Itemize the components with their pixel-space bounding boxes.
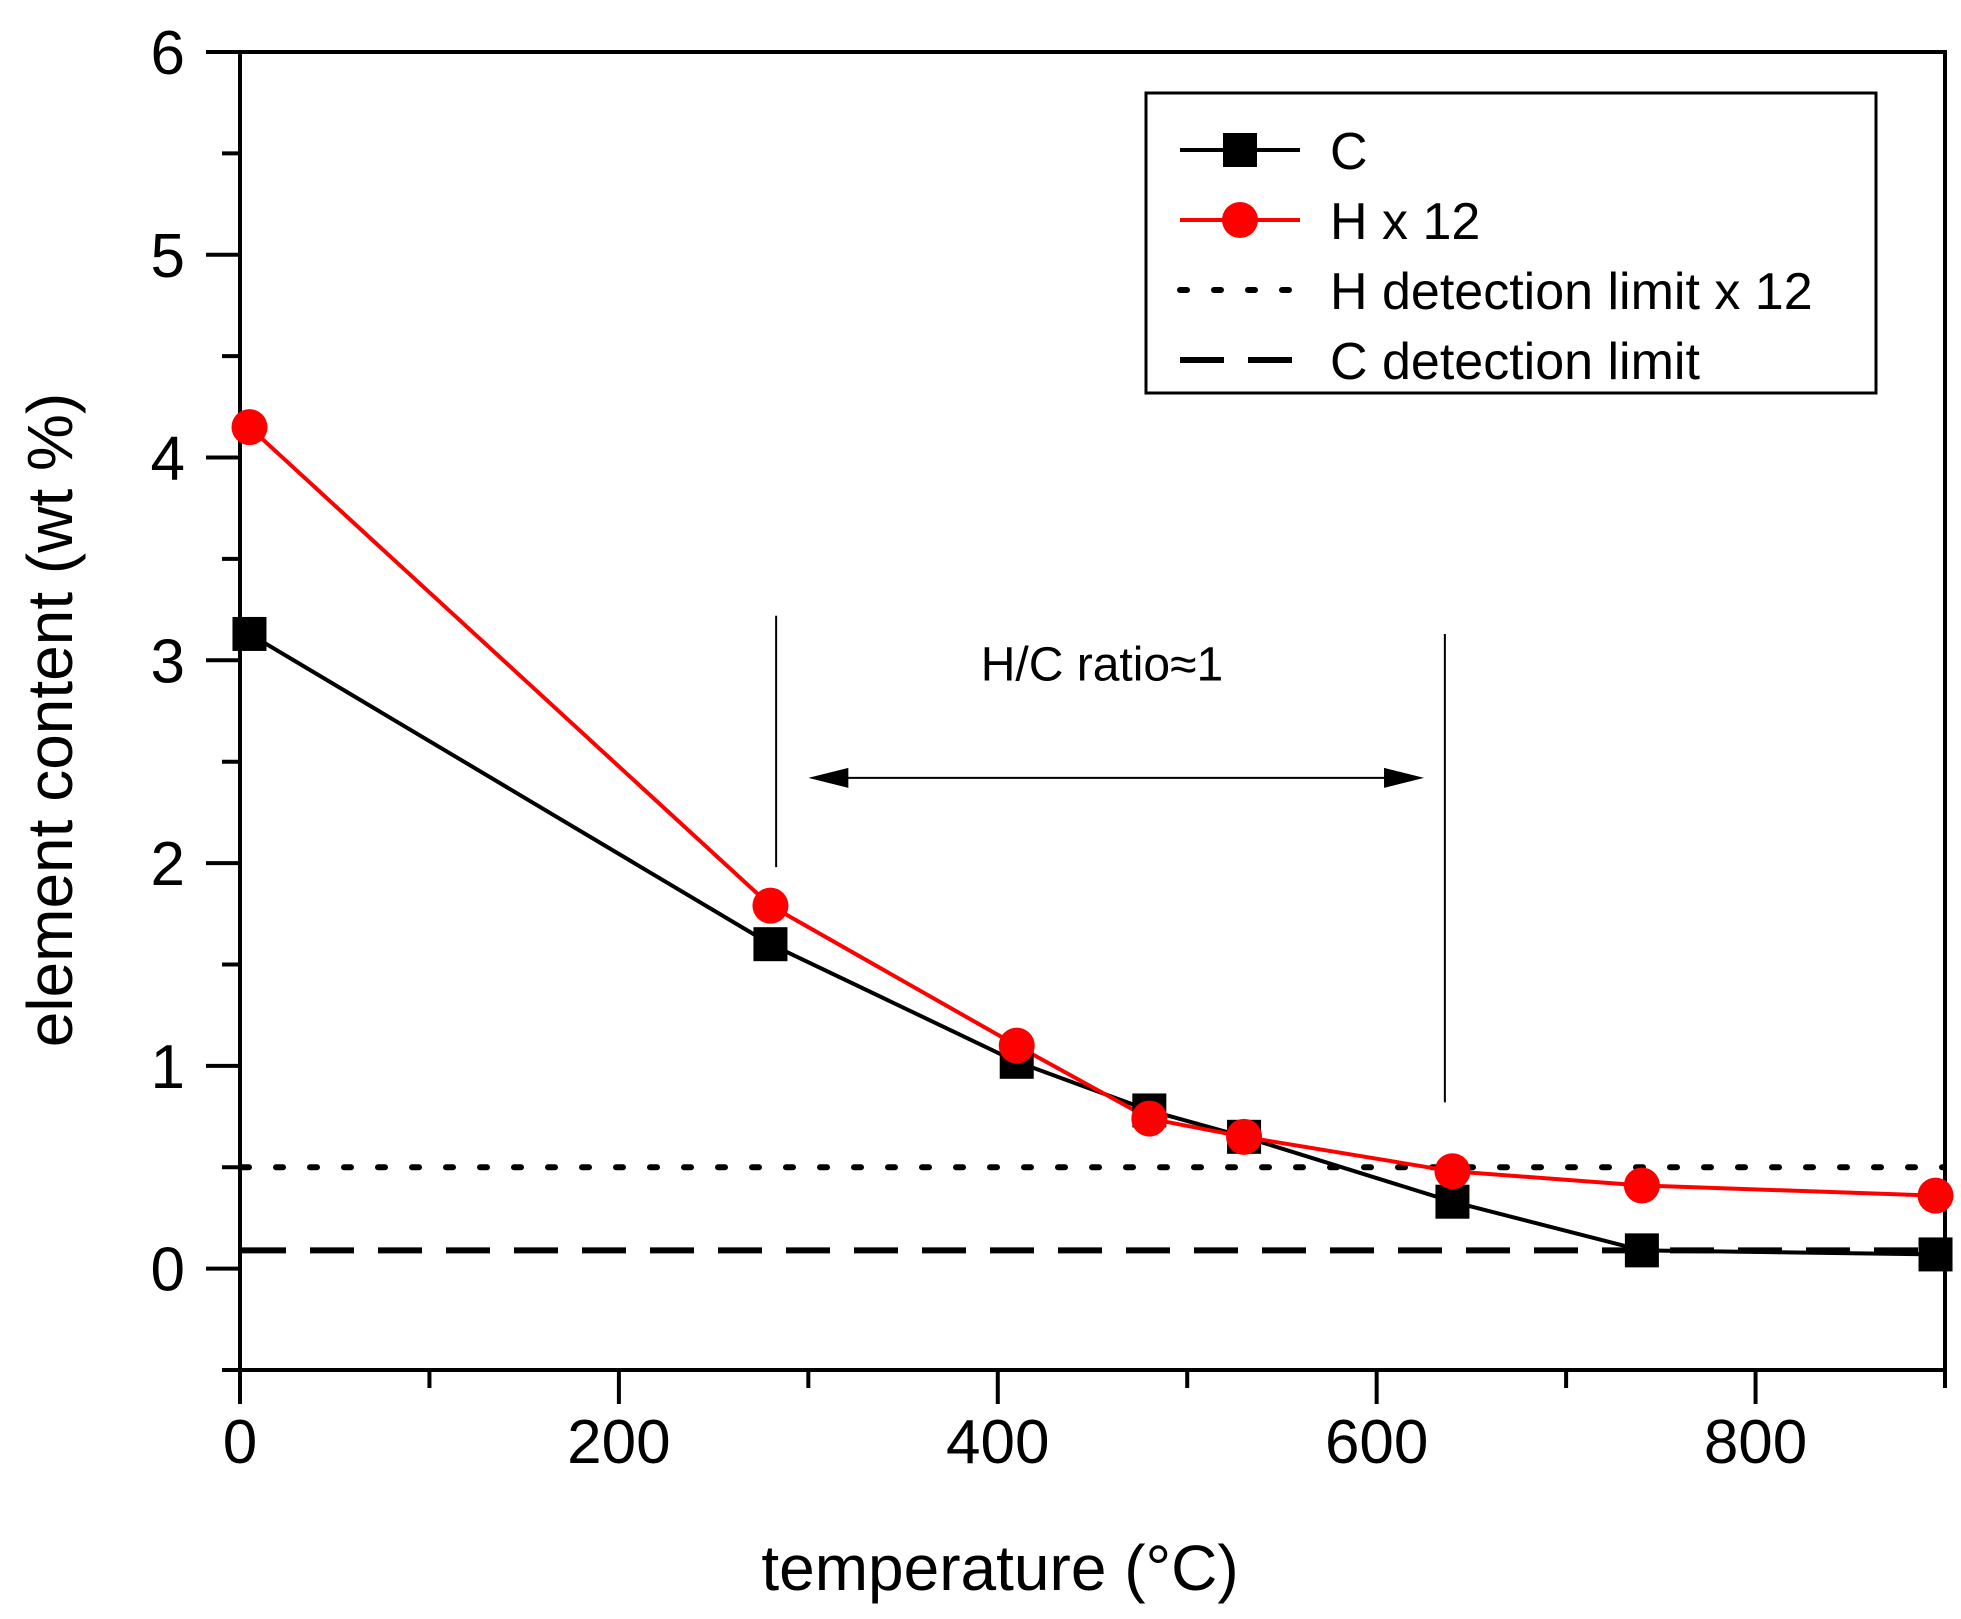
plot-area — [238, 50, 1947, 1372]
x-tick-label-800: 800 — [1704, 1408, 1807, 1477]
axis-ticks — [206, 50, 1947, 1404]
series-0-point-5 — [1435, 1184, 1470, 1219]
legend-label-h: H x 12 — [1330, 193, 1480, 251]
annotation-label: H/C ratio≈1 — [981, 639, 1223, 692]
legend-label-c: C — [1330, 123, 1368, 181]
y-tick-label-0: 0 — [151, 1236, 185, 1305]
series-0-point-1 — [753, 927, 788, 962]
annotation-arrow-head-right — [1384, 767, 1425, 788]
series-line-0 — [248, 632, 1936, 1257]
series-1-point-1 — [752, 887, 789, 924]
legend: C H x 12 H detection limit x 12 C detect… — [1144, 91, 1878, 395]
series-0-point-0 — [232, 616, 267, 651]
y-tick-label-5: 5 — [151, 222, 185, 291]
series-line-1 — [248, 425, 1936, 1198]
y-tick-label-6: 6 — [151, 19, 185, 88]
series-0-point-6 — [1624, 1233, 1659, 1268]
y-tick-label-3: 3 — [151, 627, 185, 696]
series-1-point-2 — [998, 1027, 1035, 1064]
reference-lines — [239, 1164, 1946, 1254]
series-1-point-5 — [1434, 1153, 1471, 1190]
x-tick-label-0: 0 — [223, 1408, 257, 1477]
series-1-point-7 — [1917, 1177, 1954, 1214]
annotation-arrow-head-left — [808, 767, 849, 788]
legend-keys — [1177, 133, 1303, 363]
x-axis-title: temperature (°C) — [761, 1532, 1238, 1604]
x-tick-label-200: 200 — [567, 1408, 670, 1477]
legend-label-c-detection: C detection limit — [1330, 333, 1700, 391]
y-tick-label-1: 1 — [151, 1033, 185, 1102]
tick-labels: 0 1 2 3 4 5 6 0 200 400 600 800 — [151, 19, 1808, 1477]
annotation-lines — [775, 615, 1446, 1103]
y-axis-title: element content (wt %) — [14, 393, 86, 1048]
legend-key-marker-h — [1222, 202, 1258, 238]
legend-key-marker-c — [1223, 133, 1257, 167]
legend-box — [1144, 91, 1878, 395]
series-0-point-7 — [1918, 1237, 1953, 1272]
series-markers — [231, 409, 1954, 1272]
legend-label-h-detection: H detection limit x 12 — [1330, 263, 1813, 321]
y-tick-label-4: 4 — [151, 425, 185, 494]
x-tick-label-600: 600 — [1325, 1408, 1428, 1477]
y-tick-label-2: 2 — [151, 830, 185, 899]
series-1-point-3 — [1131, 1100, 1168, 1137]
series-1-point-0 — [231, 409, 268, 446]
series-1-point-6 — [1623, 1167, 1660, 1204]
x-tick-label-400: 400 — [946, 1408, 1049, 1477]
series-1-point-4 — [1226, 1118, 1263, 1155]
series-lines — [248, 425, 1936, 1257]
